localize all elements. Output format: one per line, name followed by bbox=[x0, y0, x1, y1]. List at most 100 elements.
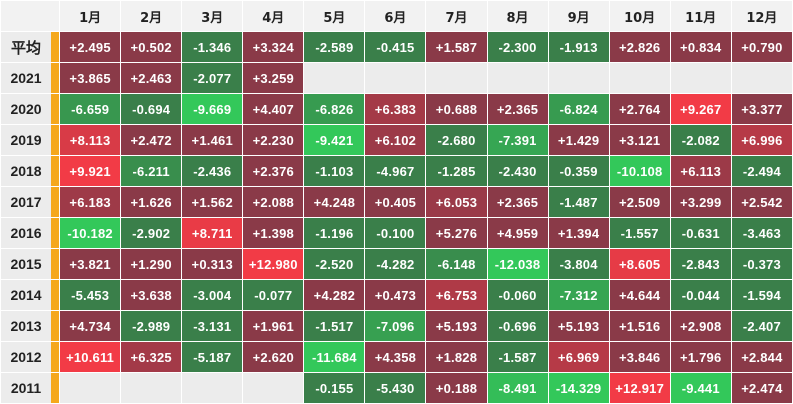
return-cell: +1.626 bbox=[120, 186, 183, 218]
return-cell: -0.696 bbox=[486, 310, 549, 342]
return-cell: +0.790 bbox=[730, 31, 793, 63]
return-cell: +10.611 bbox=[59, 341, 122, 373]
month-header[interactable]: 7月 bbox=[425, 0, 488, 32]
month-header[interactable]: 10月 bbox=[608, 0, 671, 32]
return-cell: +2.495 bbox=[59, 31, 122, 63]
empty-cell bbox=[608, 62, 671, 94]
return-cell: -0.373 bbox=[730, 248, 793, 280]
return-cell: -1.594 bbox=[730, 279, 793, 311]
month-header[interactable]: 8月 bbox=[486, 0, 549, 32]
return-cell: +2.463 bbox=[120, 62, 183, 94]
year-label: 2020 bbox=[0, 93, 61, 125]
empty-cell bbox=[303, 62, 366, 94]
return-cell: +12.980 bbox=[242, 248, 305, 280]
return-cell: +4.282 bbox=[303, 279, 366, 311]
return-cell: +2.764 bbox=[608, 93, 671, 125]
return-cell: +0.473 bbox=[364, 279, 427, 311]
return-cell: -6.211 bbox=[120, 155, 183, 187]
year-row: 2018 +9.921 -6.211 -2.436 +2.376 -1.103 -4.967… bbox=[0, 155, 793, 187]
row-marker-bar bbox=[51, 125, 59, 155]
month-header[interactable]: 12月 bbox=[730, 0, 793, 32]
return-cell: -8.491 bbox=[486, 372, 549, 404]
month-header[interactable]: 4月 bbox=[242, 0, 305, 32]
return-cell: -9.421 bbox=[303, 124, 366, 156]
return-cell: +2.365 bbox=[486, 93, 549, 125]
year-label: 2014 bbox=[0, 279, 61, 311]
return-cell: +6.753 bbox=[425, 279, 488, 311]
return-cell: -5.430 bbox=[364, 372, 427, 404]
year-label: 2017 bbox=[0, 186, 61, 218]
return-cell: +1.461 bbox=[181, 124, 244, 156]
return-cell: +3.821 bbox=[59, 248, 122, 280]
return-cell: +6.996 bbox=[730, 124, 793, 156]
row-marker-bar bbox=[51, 373, 59, 403]
return-cell: -2.300 bbox=[486, 31, 549, 63]
return-cell: -2.843 bbox=[669, 248, 732, 280]
return-cell: +1.516 bbox=[608, 310, 671, 342]
return-cell: -1.285 bbox=[425, 155, 488, 187]
row-marker-bar bbox=[51, 63, 59, 93]
year-row: 2021 +3.865 +2.463 -2.077 +3.259 bbox=[0, 62, 793, 94]
return-cell: +4.644 bbox=[608, 279, 671, 311]
return-cell: +12.917 bbox=[608, 372, 671, 404]
month-header[interactable]: 3月 bbox=[181, 0, 244, 32]
return-cell: +1.828 bbox=[425, 341, 488, 373]
return-cell: +5.193 bbox=[425, 310, 488, 342]
return-cell: +6.969 bbox=[547, 341, 610, 373]
year-label: 2019 bbox=[0, 124, 61, 156]
return-cell: -2.436 bbox=[181, 155, 244, 187]
return-cell: -1.346 bbox=[181, 31, 244, 63]
return-cell: +0.502 bbox=[120, 31, 183, 63]
return-cell: -2.407 bbox=[730, 310, 793, 342]
return-cell: -2.680 bbox=[425, 124, 488, 156]
month-header[interactable]: 6月 bbox=[364, 0, 427, 32]
return-cell: -10.108 bbox=[608, 155, 671, 187]
year-label: 2018 bbox=[0, 155, 61, 187]
return-cell: +1.562 bbox=[181, 186, 244, 218]
empty-cell bbox=[669, 62, 732, 94]
return-cell: -0.060 bbox=[486, 279, 549, 311]
return-cell: +4.959 bbox=[486, 217, 549, 249]
return-cell: +2.230 bbox=[242, 124, 305, 156]
row-marker-bar bbox=[51, 218, 59, 248]
return-cell: +2.376 bbox=[242, 155, 305, 187]
month-header[interactable]: 9月 bbox=[547, 0, 610, 32]
return-cell: +2.472 bbox=[120, 124, 183, 156]
row-marker-bar bbox=[51, 156, 59, 186]
return-cell: -1.557 bbox=[608, 217, 671, 249]
return-cell: -0.359 bbox=[547, 155, 610, 187]
year-row: 2016 -10.182 -2.902 +8.711 +1.398 -1.196 -0.10… bbox=[0, 217, 793, 249]
return-cell: +6.102 bbox=[364, 124, 427, 156]
return-cell: -0.044 bbox=[669, 279, 732, 311]
row-marker-bar bbox=[51, 94, 59, 124]
year-row: 2019 +8.113 +2.472 +1.461 +2.230 -9.421 +6.102… bbox=[0, 124, 793, 156]
empty-cell bbox=[486, 62, 549, 94]
return-cell: +2.542 bbox=[730, 186, 793, 218]
average-row: 平均 +2.495 +0.502 -1.346 +3.324 -2.589 -0.415 +1… bbox=[0, 31, 793, 63]
return-cell: -5.187 bbox=[181, 341, 244, 373]
empty-cell bbox=[242, 372, 305, 404]
return-cell: +2.474 bbox=[730, 372, 793, 404]
return-cell: -7.312 bbox=[547, 279, 610, 311]
return-cell: -0.415 bbox=[364, 31, 427, 63]
year-label: 2012 bbox=[0, 341, 61, 373]
return-cell: +4.248 bbox=[303, 186, 366, 218]
row-marker-bar bbox=[51, 187, 59, 217]
return-cell: +9.921 bbox=[59, 155, 122, 187]
month-header[interactable]: 2月 bbox=[120, 0, 183, 32]
return-cell: +1.290 bbox=[120, 248, 183, 280]
return-cell: -0.155 bbox=[303, 372, 366, 404]
return-cell: -3.131 bbox=[181, 310, 244, 342]
month-header[interactable]: 11月 bbox=[669, 0, 732, 32]
corner-cell bbox=[0, 0, 61, 32]
row-marker-bar bbox=[51, 280, 59, 310]
return-cell: -2.902 bbox=[120, 217, 183, 249]
month-header[interactable]: 1月 bbox=[59, 0, 122, 32]
return-cell: +6.113 bbox=[669, 155, 732, 187]
return-cell: +0.834 bbox=[669, 31, 732, 63]
row-marker-bar bbox=[51, 311, 59, 341]
month-header[interactable]: 5月 bbox=[303, 0, 366, 32]
return-cell: -1.196 bbox=[303, 217, 366, 249]
return-cell: +0.313 bbox=[181, 248, 244, 280]
return-cell: +5.193 bbox=[547, 310, 610, 342]
